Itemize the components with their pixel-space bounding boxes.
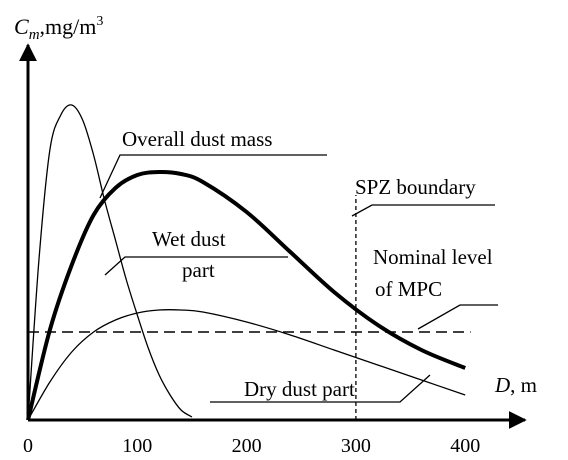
annotation-wet-line2: part: [182, 258, 215, 282]
y-axis-label: Cm,mg/m3: [14, 14, 103, 43]
series-overall-dust-mass: [26, 169, 466, 421]
x-tick-label: 300: [341, 435, 371, 457]
leader-dry: [210, 374, 431, 403]
x-tick-label: 0: [23, 435, 33, 457]
annotation-overall: Overall dust mass: [122, 127, 272, 151]
leader-mpc: [417, 304, 498, 330]
x-tick-label: 100: [122, 435, 152, 457]
leader-spz: [351, 204, 495, 217]
leader-lines: [99, 154, 498, 403]
x-tick-labels: 0 100 200 300 400: [23, 435, 480, 457]
annotation-dry: Dry dust part: [244, 377, 355, 401]
annotation-wet-line1: Wet dust: [152, 227, 226, 251]
leader-overall: [99, 154, 327, 199]
x-axis-label: D, m: [494, 373, 537, 397]
leader-wet: [104, 256, 288, 276]
series-dry-dust-part: [27, 309, 466, 421]
series-wet-dust-part: [27, 104, 193, 421]
annotation-mpc-line2: of MPC: [375, 277, 442, 301]
annotation-spz: SPZ boundary: [355, 175, 476, 199]
series-layer: [26, 104, 471, 421]
x-tick-label: 400: [450, 435, 480, 457]
annotation-mpc-line1: Nominal level: [373, 245, 493, 269]
x-tick-label: 200: [232, 435, 262, 457]
